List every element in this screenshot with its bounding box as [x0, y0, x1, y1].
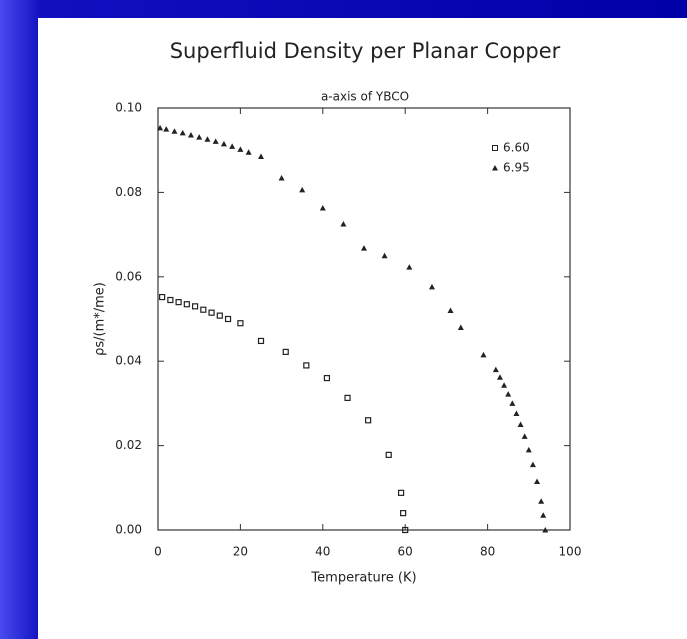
point	[406, 264, 413, 270]
point	[400, 510, 407, 517]
point	[167, 296, 174, 304]
y-axis-label: ρs/(m*/me)	[93, 282, 108, 356]
point	[163, 126, 170, 132]
point	[237, 146, 244, 152]
point	[204, 136, 211, 142]
point	[447, 307, 454, 314]
y-tick-label: 0.10	[115, 101, 142, 115]
point	[216, 312, 223, 319]
point	[509, 400, 516, 406]
point	[525, 446, 532, 453]
point	[171, 128, 178, 134]
point	[258, 153, 264, 160]
point	[496, 374, 503, 380]
point	[229, 143, 236, 149]
legend-label: 6.95	[503, 161, 530, 175]
point	[538, 498, 545, 504]
point	[157, 124, 164, 131]
point	[282, 348, 289, 356]
point	[457, 324, 464, 330]
point	[505, 391, 512, 397]
point	[513, 410, 520, 417]
point	[529, 461, 536, 468]
y-tick-label: 0.00	[115, 523, 142, 537]
point	[517, 421, 524, 427]
point	[381, 252, 388, 259]
point	[501, 382, 508, 388]
legend-label: 6.60	[503, 141, 530, 155]
legend-marker	[492, 145, 498, 151]
y-tick-label: 0.06	[115, 269, 142, 283]
point	[175, 299, 182, 306]
x-axis-label: Temperature (K)	[310, 571, 416, 586]
point	[540, 512, 547, 518]
y-tick-label: 0.04	[115, 354, 142, 368]
point	[245, 149, 252, 155]
point	[224, 315, 232, 323]
point	[208, 309, 215, 316]
point	[397, 489, 405, 496]
point	[220, 140, 227, 147]
point	[385, 451, 392, 458]
point	[237, 320, 244, 327]
chart-title: Superfluid Density per Planar Copper	[170, 39, 561, 63]
point	[492, 366, 499, 373]
y-tick-label: 0.02	[115, 438, 142, 452]
point	[299, 186, 306, 193]
point	[361, 245, 367, 251]
point	[278, 175, 285, 181]
y-tick-label: 0.08	[115, 185, 142, 199]
point	[534, 478, 541, 484]
point	[303, 362, 310, 369]
point	[179, 129, 186, 136]
panel	[38, 18, 687, 639]
point	[480, 351, 487, 358]
x-tick-label: 80	[480, 545, 495, 559]
point	[344, 394, 351, 402]
point	[200, 306, 207, 313]
point	[542, 527, 549, 533]
point	[187, 132, 194, 138]
point	[428, 283, 435, 290]
point	[323, 374, 331, 382]
point	[212, 138, 219, 144]
point	[340, 221, 347, 227]
point	[257, 337, 265, 345]
point	[159, 293, 166, 301]
x-tick-label: 60	[398, 545, 413, 559]
x-tick-label: 20	[233, 545, 248, 559]
plot-frame	[157, 107, 571, 531]
point	[319, 205, 326, 211]
chart-subtitle: a-axis of YBCO	[321, 90, 409, 104]
point	[365, 417, 372, 424]
x-tick-label: 0	[154, 545, 162, 559]
point	[196, 134, 203, 140]
point	[191, 303, 199, 310]
x-tick-label: 40	[315, 545, 330, 559]
point	[402, 526, 409, 534]
point	[521, 433, 528, 439]
point	[183, 301, 190, 308]
legend-marker	[492, 165, 498, 171]
x-tick-label: 100	[559, 545, 582, 559]
